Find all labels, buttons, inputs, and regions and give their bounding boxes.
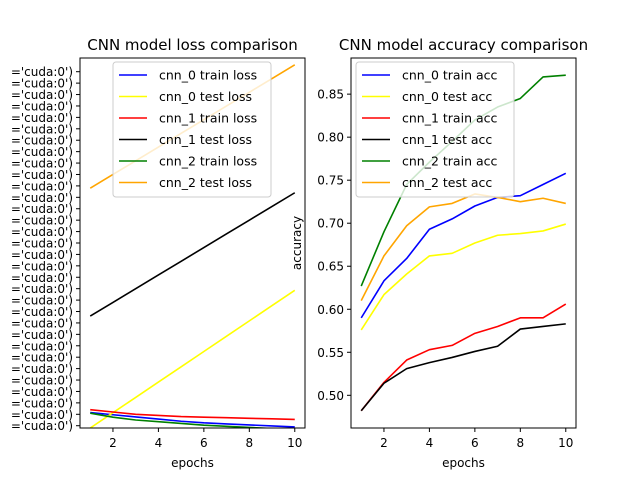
- accuracy-chart: CNN model accuracy comparison 2 4 6 8 10 0.50…: [290, 36, 588, 470]
- accuracy-legend-label-cnn-1-test-acc: cnn_1 test acc: [402, 132, 492, 147]
- accuracy-legend-label-cnn-0-test-acc: cnn_0 test acc: [402, 89, 492, 104]
- loss-ytick-label: ='cuda:0'): [11, 122, 73, 136]
- loss-ytick-label: ='cuda:0'): [11, 237, 73, 251]
- loss-ytick-label: ='cuda:0'): [11, 328, 73, 342]
- loss-legend-label-cnn-1-train-loss: cnn_1 train loss: [159, 111, 257, 126]
- loss-series-cnn-1-train-loss: [90, 408, 295, 421]
- accuracy-legend-label-cnn-0-train-acc: cnn_0 train acc: [402, 68, 497, 83]
- accuracy-series-cnn-2-test-acc: [360, 193, 566, 302]
- loss-chart-ticks: 2 4 6 8 10='cuda:0')='cuda:0')='cuda:0')='cu…: [11, 65, 303, 450]
- accuracy-series-cnn-0-train-acc: [360, 172, 567, 319]
- accuracy-chart-ticks: 2 4 6 8 10 0.50 0.55 0.60 0.65 0.70 0.75 0.80 0.85: [317, 88, 573, 450]
- loss-series-cnn-0-test-loss: [89, 289, 296, 428]
- loss-chart-title: CNN model loss comparison: [87, 36, 297, 54]
- loss-ytick-label: ='cuda:0'): [11, 77, 73, 91]
- accuracy-legend-label-cnn-2-test-acc: cnn_2 test acc: [402, 175, 492, 190]
- accuracy-ytick-label: 0.85: [317, 88, 344, 102]
- accuracy-ytick-label: 0.60: [317, 303, 344, 317]
- accuracy-ytick-label: 0.50: [317, 389, 344, 403]
- loss-ytick-label: ='cuda:0'): [11, 145, 73, 159]
- loss-legend-box: [112, 61, 272, 198]
- loss-ytick-label: ='cuda:0'): [11, 191, 73, 205]
- loss-ytick-label: ='cuda:0'): [11, 305, 73, 319]
- loss-xtick-label: 10: [287, 436, 302, 450]
- accuracy-xtick-label: 8: [516, 436, 524, 450]
- loss-ytick-label: ='cuda:0'): [11, 157, 73, 171]
- accuracy-chart-title: CNN model accuracy comparison: [339, 36, 588, 54]
- loss-series-cnn-0-train-loss: [90, 411, 295, 428]
- loss-ytick-label: ='cuda:0'): [11, 282, 73, 296]
- loss-ytick-label: ='cuda:0'): [11, 225, 73, 239]
- accuracy-xtick-label: 4: [426, 436, 434, 450]
- accuracy-series-cnn-0-test-acc: [360, 223, 567, 331]
- loss-legend-label-cnn-2-train-loss: cnn_2 train loss: [159, 154, 257, 169]
- loss-ytick-label: ='cuda:0'): [11, 179, 73, 193]
- loss-ytick-label: ='cuda:0'): [11, 168, 73, 182]
- accuracy-ytick-label: 0.55: [317, 346, 344, 360]
- loss-legend-label-cnn-0-test-loss: cnn_0 test loss: [159, 89, 252, 104]
- loss-ytick-label: ='cuda:0'): [11, 351, 73, 365]
- accuracy-xtick-label: 6: [471, 436, 479, 450]
- accuracy-chart-legend: cnn_0 train acc cnn_0 test acc cnn_1 train…: [355, 61, 515, 198]
- loss-series-cnn-1-test-loss: [89, 192, 296, 317]
- loss-series-cnn-2-train-loss: [90, 412, 277, 428]
- accuracy-ytick-label: 0.65: [317, 260, 344, 274]
- accuracy-ytick-label: 0.70: [317, 217, 344, 231]
- loss-ytick-label: ='cuda:0'): [11, 374, 73, 388]
- loss-ytick-label: ='cuda:0'): [11, 362, 73, 376]
- accuracy-legend-label-cnn-2-train-acc: cnn_2 train acc: [402, 154, 497, 169]
- loss-ytick-label: ='cuda:0'): [11, 88, 73, 102]
- accuracy-series-cnn-1-test-acc: [360, 323, 566, 412]
- loss-ytick-label: ='cuda:0'): [11, 294, 73, 308]
- loss-ytick-label: ='cuda:0'): [11, 248, 73, 262]
- loss-ytick-label: ='cuda:0'): [11, 396, 73, 410]
- loss-ytick-label: ='cuda:0'): [11, 99, 73, 113]
- loss-legend-label-cnn-1-test-loss: cnn_1 test loss: [159, 132, 252, 147]
- loss-chart-frame: [79, 57, 306, 429]
- loss-ytick-label: ='cuda:0'): [11, 316, 73, 330]
- accuracy-legend-box: [355, 61, 515, 198]
- loss-chart-xlabel: epochs: [171, 456, 214, 470]
- loss-ytick-label: ='cuda:0'): [11, 65, 73, 79]
- loss-legend-label-cnn-0-train-loss: cnn_0 train loss: [159, 68, 257, 83]
- loss-ytick-label: ='cuda:0'): [11, 419, 73, 433]
- accuracy-chart-ylabel: accuracy: [290, 216, 304, 270]
- accuracy-ytick-label: 0.75: [317, 174, 344, 188]
- accuracy-xtick-label: 2: [380, 436, 388, 450]
- accuracy-chart-xlabel: epochs: [442, 456, 485, 470]
- loss-legend-label-cnn-2-test-loss: cnn_2 test loss: [159, 175, 252, 190]
- loss-ytick-label: ='cuda:0'): [11, 202, 73, 216]
- loss-ytick-label: ='cuda:0'): [11, 271, 73, 285]
- loss-chart: CNN model loss comparison 2 4 6 8 10 ='cuda:0…: [11, 36, 306, 470]
- loss-ytick-label: ='cuda:0'): [11, 408, 73, 422]
- accuracy-xtick-label: 10: [558, 436, 573, 450]
- loss-ytick-label: ='cuda:0'): [11, 214, 73, 228]
- loss-ytick-label: ='cuda:0'): [11, 134, 73, 148]
- loss-ytick-label: ='cuda:0'): [11, 339, 73, 353]
- loss-ytick-label: ='cuda:0'): [11, 259, 73, 273]
- accuracy-chart-frame: [350, 57, 577, 429]
- loss-xtick-label: 8: [245, 436, 253, 450]
- accuracy-legend-label-cnn-1-train-acc: cnn_1 train acc: [402, 111, 497, 126]
- loss-chart-legend: cnn_0 train loss cnn_0 test loss cnn_1 tra…: [112, 61, 272, 198]
- accuracy-series-cnn-1-train-acc: [360, 303, 567, 412]
- loss-ytick-label: ='cuda:0'): [11, 111, 73, 125]
- accuracy-ytick-label: 0.80: [317, 131, 344, 145]
- loss-ytick-label: ='cuda:0'): [11, 385, 73, 399]
- loss-xtick-label: 4: [155, 436, 163, 450]
- loss-xtick-label: 6: [200, 436, 208, 450]
- loss-xtick-label: 2: [109, 436, 117, 450]
